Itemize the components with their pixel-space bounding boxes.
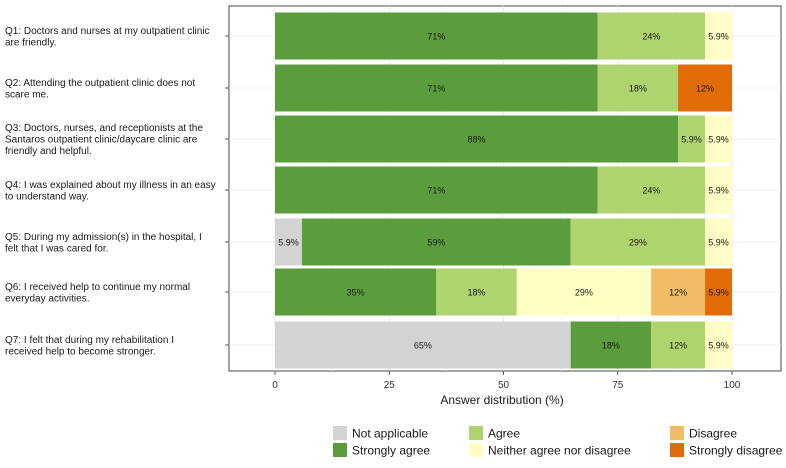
question-label: friendly and helpful. xyxy=(5,146,92,157)
bar-segment xyxy=(570,218,706,266)
legend-swatch xyxy=(333,426,347,440)
bar-segment xyxy=(597,64,679,112)
bar-value-label: 5.9% xyxy=(708,186,729,196)
question-label: Q2: Attending the outpatient clinic does… xyxy=(5,78,195,89)
bar-value-label: 71% xyxy=(427,32,445,42)
question-label: Q3: Doctors, nurses, and receptionists a… xyxy=(5,123,203,134)
legend-swatch xyxy=(469,426,483,440)
bar-segment xyxy=(651,268,706,316)
bar-value-label: 5.9% xyxy=(708,32,729,42)
bar-segment xyxy=(275,218,302,266)
bar-value-label: 18% xyxy=(602,341,620,351)
bar-value-label: 5.9% xyxy=(278,238,299,248)
legend-swatch xyxy=(670,443,684,457)
question-label: to understand way. xyxy=(5,191,89,202)
question-label: received help to become stronger. xyxy=(5,346,156,357)
x-tick-label: 100 xyxy=(724,380,741,391)
bar-value-label: 12% xyxy=(696,84,714,94)
bar-segment xyxy=(678,115,706,163)
bar-value-label: 24% xyxy=(642,32,660,42)
question-label: Q5: During my admission(s) in the hospit… xyxy=(5,232,202,243)
bar-segment xyxy=(516,268,652,316)
question-label: Q4: I was explained about my illness in … xyxy=(5,180,216,191)
bar-segment xyxy=(275,268,437,316)
question-label: Q1: Doctors and nurses at my outpatient … xyxy=(5,26,210,37)
bar-value-label: 29% xyxy=(629,238,647,248)
x-tick-label: 50 xyxy=(498,380,510,391)
bar-value-label: 59% xyxy=(427,238,445,248)
question-label: felt that I was cared for. xyxy=(5,243,108,254)
legend-label: Neither agree nor disagree xyxy=(488,444,631,458)
bar-segment xyxy=(597,166,706,214)
x-tick-label: 25 xyxy=(384,380,396,391)
bar-value-label: 5.9% xyxy=(708,288,729,298)
bar-value-label: 71% xyxy=(427,186,445,196)
question-label: Q6: I received help to continue my norma… xyxy=(5,282,190,293)
legend-label: Disagree xyxy=(689,427,737,441)
bar-value-label: 18% xyxy=(629,84,647,94)
bar-segment xyxy=(275,64,598,112)
question-label: Santaros outpatient clinic/daycare clini… xyxy=(5,135,198,146)
bar-value-label: 88% xyxy=(468,135,486,145)
bar-segment xyxy=(705,321,732,369)
legend-label: Agree xyxy=(488,427,520,441)
bar-value-label: 24% xyxy=(642,186,660,196)
bar-segment xyxy=(275,166,598,214)
legend-label: Strongly disagree xyxy=(689,444,783,458)
x-tick-label: 75 xyxy=(612,380,624,391)
question-label: everyday activities. xyxy=(5,293,89,304)
question-label: are friendly. xyxy=(5,37,57,48)
bar-segment xyxy=(275,12,598,60)
question-label: Q7: I felt that during my rehabilitation… xyxy=(5,335,174,346)
bar-segment xyxy=(275,321,571,369)
bar-segment xyxy=(678,64,732,112)
bar-value-label: 35% xyxy=(347,288,365,298)
bar-value-label: 5.9% xyxy=(708,238,729,248)
bar-segment xyxy=(705,12,732,60)
x-tick-label: 0 xyxy=(272,380,278,391)
bar-segment xyxy=(705,115,732,163)
legend-swatch xyxy=(469,443,483,457)
legend-swatch xyxy=(670,426,684,440)
bar-segment xyxy=(651,321,706,369)
bar-segment xyxy=(597,12,706,60)
bar-segment xyxy=(275,115,679,163)
bar-value-label: 12% xyxy=(669,341,687,351)
bar-segment xyxy=(436,268,517,316)
bar-segment xyxy=(301,218,571,266)
x-axis-title: Answer distribution (%) xyxy=(440,393,563,407)
bar-segment xyxy=(705,166,732,214)
legend-label: Strongly agree xyxy=(352,444,430,458)
bar-segment xyxy=(705,268,732,316)
bar-value-label: 5.9% xyxy=(708,341,729,351)
bar-value-label: 29% xyxy=(575,288,593,298)
bar-value-label: 5.9% xyxy=(708,135,729,145)
question-label: scare me. xyxy=(5,89,49,100)
bar-segment xyxy=(570,321,652,369)
bar-value-label: 65% xyxy=(414,341,432,351)
legend-swatch xyxy=(333,443,347,457)
bar-value-label: 71% xyxy=(427,84,445,94)
bar-value-label: 12% xyxy=(669,288,687,298)
bar-segment xyxy=(705,218,732,266)
legend-label: Not applicable xyxy=(352,427,428,441)
bar-value-label: 5.9% xyxy=(681,135,702,145)
bar-value-label: 18% xyxy=(468,288,486,298)
